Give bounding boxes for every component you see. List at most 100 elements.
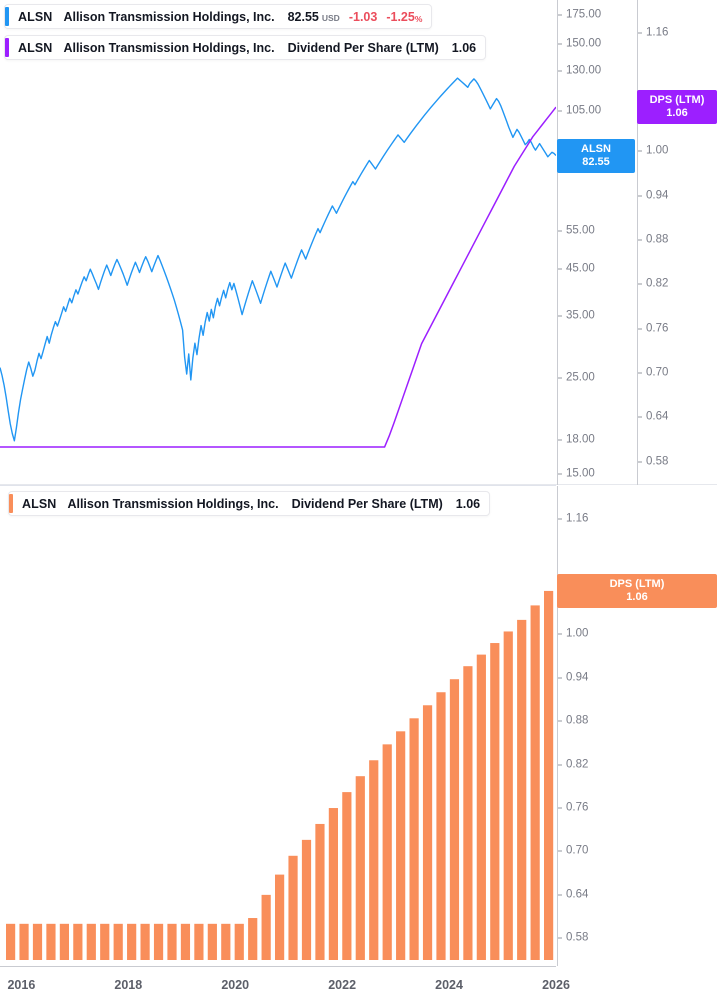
legend-dps-panel-value: 1.06: [455, 496, 481, 511]
legend-price-currency: USD: [321, 12, 340, 23]
price-plot-area[interactable]: [0, 0, 556, 484]
axis-tick-label: 0.82: [646, 277, 669, 290]
axis-tick-mark: [558, 268, 562, 270]
dps-bar: [342, 792, 352, 960]
dps-bar: [315, 823, 325, 960]
legend-price-change: -1.03: [348, 9, 378, 24]
axis-tick-label: 0.76: [646, 322, 669, 335]
legend-price-ticker: ALSN: [18, 9, 53, 24]
x-axis[interactable]: 2016 2018 2020 2022 2024 2026: [0, 966, 717, 1005]
axis-tick-mark: [558, 720, 562, 722]
dps-bar: [449, 679, 460, 960]
dps-bar: [476, 654, 486, 960]
axis-tick-mark: [558, 230, 562, 232]
x-axis-tick-label: 2020: [221, 978, 250, 992]
axis-tick-mark: [558, 518, 562, 520]
axis-tick-label: 1.00: [646, 144, 669, 157]
axis-tick-mark: [638, 150, 642, 152]
dps-bar: [86, 923, 96, 960]
legend-dps-overlay-metric: Dividend Per Share (LTM): [287, 40, 439, 55]
legend-dps-overlay-swatch: [5, 38, 9, 57]
dps-overlay-badge[interactable]: DPS (LTM) 1.06: [637, 90, 717, 125]
dps-overlay-badge-title: DPS (LTM): [649, 94, 705, 107]
axis-tick-mark: [638, 283, 642, 285]
legend-price-company: Allison Transmission Holdings, Inc.: [63, 9, 275, 24]
axis-tick-label: 130.00: [566, 64, 602, 77]
axis-tick-mark: [558, 850, 562, 852]
dps-panel-badge-title: DPS (LTM): [609, 577, 665, 590]
axis-tick-mark: [558, 70, 562, 72]
dps-bar: [463, 666, 473, 960]
price-y-axis[interactable]: 175.00150.00130.00105.0080.0055.0045.003…: [557, 0, 635, 485]
legend-dps-panel[interactable]: ALSN Allison Transmission Holdings, Inc.…: [8, 491, 491, 516]
dps-bar: [113, 923, 123, 960]
axis-tick-mark: [638, 195, 642, 197]
price-badge-alsn[interactable]: ALSN 82.55: [557, 138, 635, 173]
axis-tick-label: 0.58: [646, 455, 669, 468]
dps-bar: [275, 874, 285, 960]
dps-bar: [490, 643, 500, 960]
dps-bar: [46, 923, 56, 960]
axis-tick-label: 0.94: [646, 189, 669, 202]
legend-dps-overlay[interactable]: ALSN Allison Transmission Holdings, Inc.…: [4, 35, 487, 60]
dps-bar: [503, 631, 513, 960]
axis-tick-label: 1.16: [646, 26, 669, 39]
price-badge-alsn-title: ALSN: [581, 142, 611, 155]
dps-bar: [301, 839, 312, 960]
axis-tick-label: 0.76: [566, 801, 589, 814]
dps-bar: [409, 718, 419, 960]
legend-dps-panel-ticker: ALSN: [22, 496, 57, 511]
dps-bar: [140, 923, 150, 960]
dps-bar: [194, 923, 204, 960]
axis-tick-label: 0.94: [566, 671, 589, 684]
axis-tick-label: 0.58: [566, 931, 589, 944]
axis-tick-label: 45.00: [566, 262, 595, 275]
axis-tick-mark: [638, 372, 642, 374]
axis-tick-label: 1.16: [566, 511, 589, 524]
x-axis-tick-label: 2016: [7, 978, 36, 992]
x-axis-line: [0, 966, 556, 967]
dps-plot-area[interactable]: [0, 486, 556, 960]
legend-dps-panel-metric: Dividend Per Share (LTM): [291, 496, 443, 511]
dps-bar: [436, 692, 446, 960]
axis-tick-mark: [638, 328, 642, 330]
dps-bar: [73, 923, 83, 960]
legend-price[interactable]: ALSN Allison Transmission Holdings, Inc.…: [4, 4, 433, 29]
axis-tick-mark: [558, 14, 562, 16]
dps-bar: [382, 744, 392, 960]
dps-panel-badge-value: 1.06: [626, 590, 648, 603]
legend-dps-overlay-value: 1.06: [451, 40, 477, 55]
axis-tick-label: 0.64: [566, 888, 589, 901]
legend-price-change-pct: -1.25%: [386, 9, 423, 24]
axis-tick-label: 15.00: [566, 467, 595, 480]
axis-tick-label: 0.88: [566, 714, 589, 727]
legend-dps-overlay-ticker: ALSN: [18, 40, 53, 55]
dps-bar: [127, 923, 137, 960]
axis-tick-label: 0.88: [646, 233, 669, 246]
axis-tick-label: 0.70: [566, 844, 589, 857]
axis-tick-label: 25.00: [566, 371, 595, 384]
dps-bar: [530, 605, 540, 960]
dps-bar: [355, 776, 365, 960]
dps-panel-y-axis[interactable]: 1.161.000.940.880.820.760.700.640.581.06: [557, 486, 637, 966]
x-axis-tick-label: 2018: [114, 978, 143, 992]
dps-bar: [328, 808, 338, 960]
price-series-svg: [0, 77, 556, 448]
legend-price-last: 82.55: [287, 9, 319, 24]
legend-dps-panel-company: Allison Transmission Holdings, Inc.: [67, 496, 279, 511]
dps-bar: [59, 923, 69, 960]
dps-overlay-y-axis[interactable]: 1.16 1.00 0.94 0.88 0.82 0.76 0.70 0.64 0.58 1.06: [637, 0, 717, 485]
x-axis-tick-label: 2022: [328, 978, 357, 992]
axis-tick-label: 35.00: [566, 308, 595, 321]
axis-tick-label: 105.00: [566, 103, 602, 116]
axis-tick-label: 55.00: [566, 224, 595, 237]
axis-tick-mark: [558, 894, 562, 896]
dps-panel: [0, 486, 717, 1005]
axis-tick-mark: [558, 439, 562, 441]
dps-panel-badge[interactable]: DPS (LTM) 1.06: [557, 573, 717, 608]
axis-tick-mark: [558, 633, 562, 635]
dps-bar: [261, 894, 271, 960]
dps-overlay-line: [0, 106, 556, 448]
dps-bar: [221, 923, 231, 960]
